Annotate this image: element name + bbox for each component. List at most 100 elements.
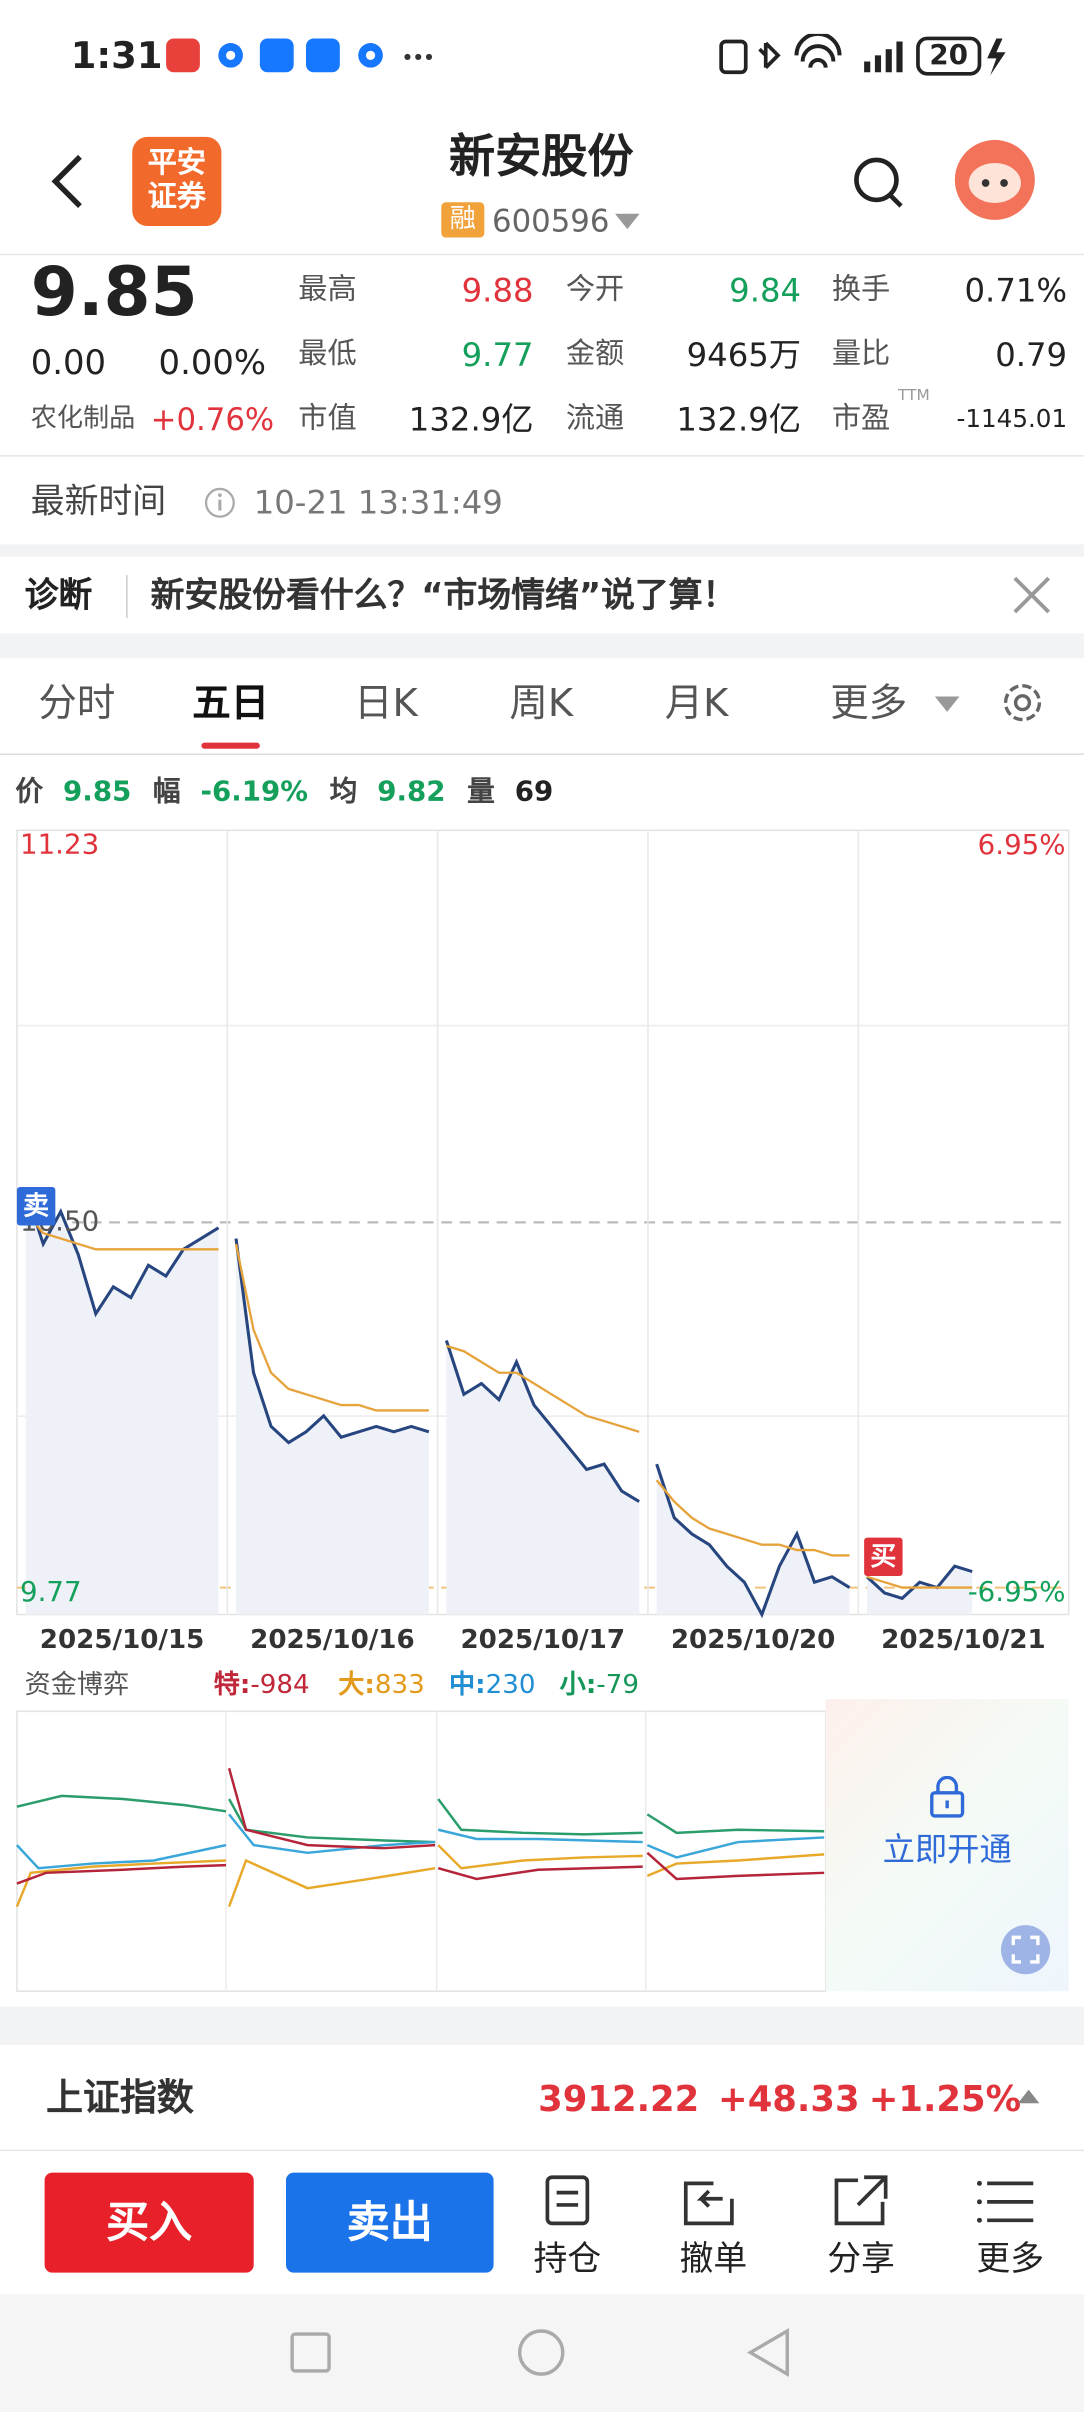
code-dropdown[interactable] (615, 212, 640, 230)
separator (0, 544, 1084, 557)
margin-badge: 融 (441, 202, 485, 238)
tab[interactable]: 更多 (830, 680, 908, 726)
pe-note: TTM (897, 387, 930, 405)
battery-level: 20 (929, 39, 968, 72)
average-price-line (866, 1575, 973, 1589)
stock-code: 600596 (492, 202, 610, 240)
sector-change: +0.76% (150, 400, 275, 438)
stat-label: 今开 (565, 272, 625, 307)
price-change-pct: 0.00% (158, 344, 267, 384)
index-toggle[interactable] (1017, 2088, 1040, 2104)
tab[interactable]: 月K (664, 680, 729, 726)
fund-flow-label: 中: (448, 1670, 486, 1701)
separator (0, 633, 1084, 659)
x-tick-label: 2025/10/20 (671, 1625, 836, 1655)
assistant-avatar[interactable] (953, 138, 1036, 221)
price-area (446, 1340, 640, 1615)
diagnosis-label: 诊断 (24, 577, 93, 616)
fund-flow-value: -79 (596, 1670, 640, 1701)
fund-flow-label: 特: (213, 1670, 251, 1701)
price-line (444, 1340, 640, 1503)
stat-label: 换手 (831, 272, 891, 307)
divider (0, 253, 1084, 256)
average-price-line (446, 1344, 640, 1433)
info-value: 9.82 (377, 775, 446, 809)
divider (126, 575, 128, 619)
last-price: 9.85 (30, 253, 198, 332)
tab[interactable]: 五日 (192, 680, 270, 726)
status-time: 1:31 (70, 34, 163, 78)
buy-button[interactable]: 买入 (44, 2172, 254, 2273)
fund-flow-value: -984 (250, 1670, 310, 1701)
stat-label: 最低 (298, 336, 357, 371)
trade-marker (864, 1537, 903, 1577)
fund-flow-title: 资金博弈 (24, 1670, 130, 1701)
lock-icon (930, 1775, 965, 1818)
action-label[interactable]: 分享 (827, 2240, 895, 2280)
stat-label: 市值 (298, 401, 357, 436)
tab[interactable]: 分时 (38, 680, 116, 726)
y-tick-label: 9.77 (20, 1575, 82, 1608)
close-button[interactable] (1012, 575, 1052, 615)
diagnosis-text[interactable]: 新安股份看什么？“市场情绪”说了算！ (150, 577, 737, 616)
x-tick-label: 2025/10/17 (461, 1625, 626, 1655)
action-label[interactable]: 持仓 (533, 2240, 602, 2280)
price-line (655, 1463, 851, 1619)
stat-value: 9.77 (461, 336, 534, 374)
x-tick-label: 2025/10/21 (881, 1625, 1046, 1655)
fund-flow-label: 大: (338, 1670, 375, 1701)
stat-value: 132.9亿 (408, 401, 534, 439)
app-logo[interactable]: 平安 证券 (132, 136, 222, 227)
sector-name: 农化制品 (30, 403, 136, 434)
search-button[interactable] (850, 154, 905, 212)
status-icons (166, 38, 433, 73)
pct-tick-label: -6.95% (968, 1575, 1066, 1608)
trade-marker-label: 卖 (23, 1192, 49, 1222)
info-value: -6.19% (200, 775, 309, 809)
info-label: 幅 (152, 775, 181, 809)
price-area (25, 1190, 219, 1615)
update-label: 最新时间 (30, 483, 167, 522)
stat-label: 量比 (831, 336, 891, 371)
more-dropdown[interactable] (934, 695, 960, 713)
price-line (234, 1238, 430, 1445)
stat-label: 市盈 (831, 401, 891, 436)
trade-marker (16, 1187, 56, 1226)
action-icons (545, 2175, 1034, 2226)
nav-bar (0, 2294, 1084, 2412)
stock-name: 新安股份 (448, 130, 634, 185)
back-button[interactable] (46, 151, 92, 213)
info-value: 69 (514, 775, 554, 809)
action-label[interactable]: 更多 (976, 2240, 1045, 2280)
trade-marker-label: 买 (870, 1542, 896, 1572)
update-time: 10-21 13:31:49 (253, 484, 503, 522)
expand-button[interactable] (999, 1924, 1051, 1976)
average-price-line (234, 1243, 429, 1412)
stat-label: 最高 (298, 272, 357, 307)
tab[interactable]: 日K (354, 680, 418, 726)
stat-value: 9.88 (461, 272, 534, 309)
tab[interactable]: 周K (509, 680, 574, 726)
fund-flow-value: 230 (485, 1670, 536, 1701)
info-icon[interactable] (203, 486, 237, 520)
price-line (24, 1189, 220, 1318)
stat-label: 金额 (565, 336, 625, 371)
sell-button[interactable]: 卖出 (285, 2172, 494, 2273)
divider (0, 753, 1084, 755)
fund-flow-chart (15, 1710, 827, 1992)
stat-value: 9.84 (729, 272, 802, 309)
stat-label: 流通 (565, 401, 625, 436)
settings-button[interactable] (998, 678, 1047, 727)
system-icons (719, 33, 1006, 76)
average-price-line (655, 1479, 850, 1557)
unlock-button[interactable]: 立即开通 (882, 1831, 1012, 1869)
stat-value: 0.79 (995, 336, 1068, 374)
info-label: 价 (15, 775, 44, 809)
stat-value: 9465万 (686, 336, 802, 374)
index-pct: +1.25% (868, 2080, 1022, 2121)
pct-tick-label: 6.95% (978, 828, 1066, 861)
fund-flow-label: 小: (559, 1670, 597, 1701)
action-label[interactable]: 撤单 (679, 2240, 748, 2280)
